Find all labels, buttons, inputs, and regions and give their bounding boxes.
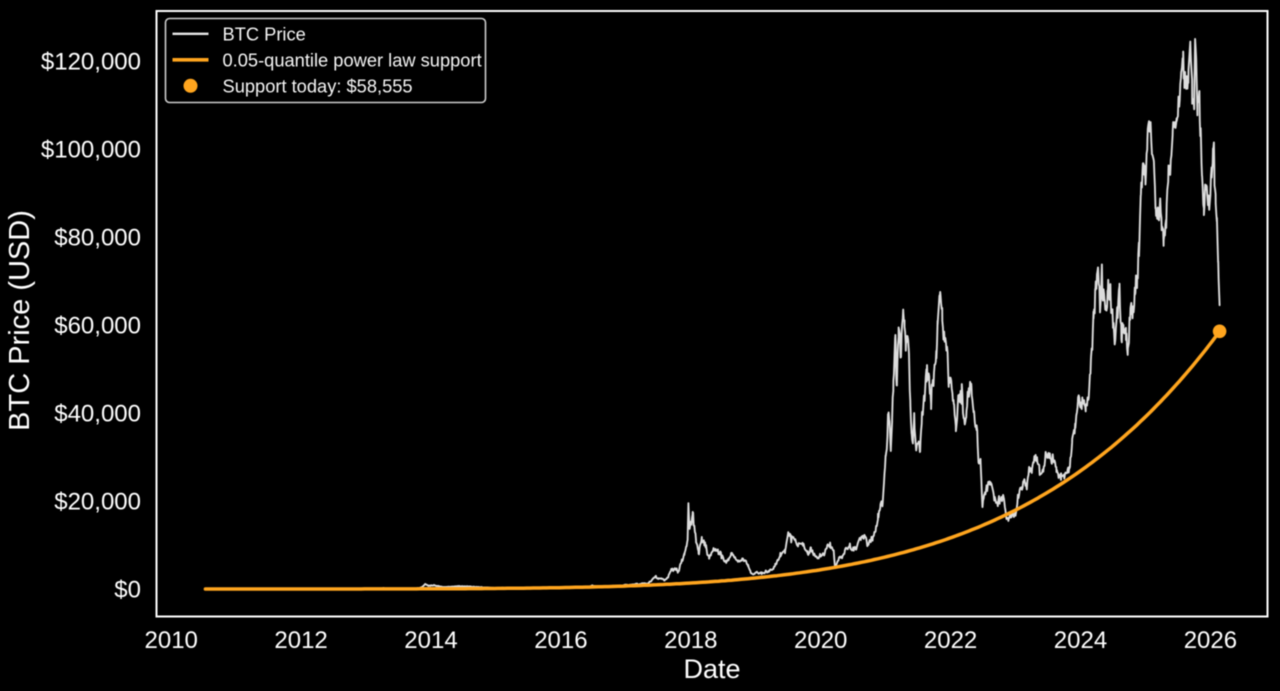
svg-text:$40,000: $40,000 — [54, 401, 141, 428]
svg-text:$100,000: $100,000 — [41, 137, 141, 164]
svg-text:2022: 2022 — [924, 627, 977, 654]
svg-text:2016: 2016 — [534, 627, 587, 654]
svg-text:2012: 2012 — [274, 627, 327, 654]
svg-text:Support today: $58,555: Support today: $58,555 — [223, 75, 413, 96]
svg-text:$80,000: $80,000 — [54, 225, 141, 252]
svg-text:$0: $0 — [114, 577, 141, 604]
svg-text:Date: Date — [683, 654, 740, 684]
svg-text:$20,000: $20,000 — [54, 489, 141, 516]
svg-text:0.05-quantile power law suppor: 0.05-quantile power law support — [223, 49, 482, 70]
svg-text:$120,000: $120,000 — [41, 49, 141, 76]
svg-text:BTC Price (USD): BTC Price (USD) — [4, 210, 36, 431]
svg-text:2020: 2020 — [794, 627, 847, 654]
svg-text:BTC Price: BTC Price — [223, 23, 306, 44]
svg-text:2018: 2018 — [664, 627, 717, 654]
svg-text:2014: 2014 — [404, 627, 457, 654]
svg-text:2026: 2026 — [1184, 627, 1237, 654]
svg-text:2010: 2010 — [145, 627, 198, 654]
svg-text:$60,000: $60,000 — [54, 313, 141, 340]
svg-text:2024: 2024 — [1054, 627, 1107, 654]
